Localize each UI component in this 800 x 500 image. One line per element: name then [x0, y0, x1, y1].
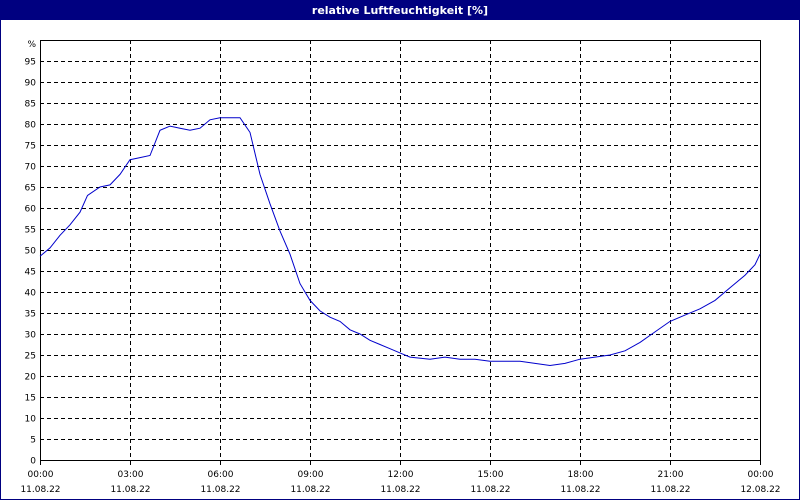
y-tick-label: 25 — [25, 352, 36, 362]
y-tick-label: 70 — [25, 163, 37, 173]
y-tick-label: 30 — [25, 331, 37, 341]
x-tick-date-label: 11.08.22 — [560, 485, 600, 495]
x-tick-time-label: 12:00 — [388, 470, 414, 480]
x-tick-time-label: 18:00 — [568, 470, 594, 480]
y-tick-label: 40 — [25, 289, 37, 299]
x-axis: 00:00 11.08.22 03:00 11.08.22 06:00 11.08.22 0… — [20, 460, 781, 495]
y-tick-label: 45 — [25, 268, 36, 278]
grid — [40, 40, 760, 460]
x-tick-time-label: 06:00 — [208, 470, 234, 480]
x-tick-date-label: 11.08.22 — [470, 485, 510, 495]
y-tick-label: 85 — [25, 100, 36, 110]
y-tick-label: 5 — [30, 436, 36, 446]
x-tick-time-label: 00:00 — [748, 470, 774, 480]
chart-title: relative Luftfeuchtigkeit [%] — [1, 1, 799, 20]
y-tick-label: 75 — [25, 142, 36, 152]
y-tick-label: 10 — [25, 415, 37, 425]
y-axis: 0 5 10 15 20 25 30 35 40 45 50 55 60 65 70 75 80 85 90 95% — [25, 40, 37, 467]
x-tick-date-label: 11.08.22 — [200, 485, 240, 495]
y-tick-label: 80 — [25, 121, 37, 131]
y-tick-label: 20 — [25, 373, 37, 383]
x-tick-date-label: 11.08.22 — [380, 485, 420, 495]
y-tick-label: 0 — [30, 457, 36, 467]
y-axis-unit-label: % — [27, 40, 36, 50]
y-tick-label: 60 — [25, 205, 37, 215]
x-tick-date-label: 11.08.22 — [20, 485, 60, 495]
y-tick-label: 90 — [25, 79, 37, 89]
series — [39, 117, 761, 367]
x-tick-time-label: 21:00 — [658, 470, 684, 480]
x-tick-date-label: 12.08.22 — [740, 485, 780, 495]
y-tick-label: 35 — [25, 310, 36, 320]
y-tick-label: 50 — [25, 247, 37, 257]
x-tick-time-label: 15:00 — [478, 470, 504, 480]
humidity-series-line — [39, 117, 761, 367]
x-tick-date-label: 11.08.22 — [290, 485, 330, 495]
x-tick-time-label: 03:00 — [118, 470, 144, 480]
y-tick-label: 15 — [25, 394, 36, 404]
y-tick-label: 95 — [25, 58, 36, 68]
y-tick-label: 55 — [25, 226, 36, 236]
x-tick-time-label: 00:00 — [28, 470, 54, 480]
x-tick-date-label: 11.08.22 — [110, 485, 150, 495]
x-tick-time-label: 09:00 — [298, 470, 324, 480]
x-tick-date-label: 11.08.22 — [650, 485, 690, 495]
y-tick-label: 65 — [25, 184, 36, 194]
